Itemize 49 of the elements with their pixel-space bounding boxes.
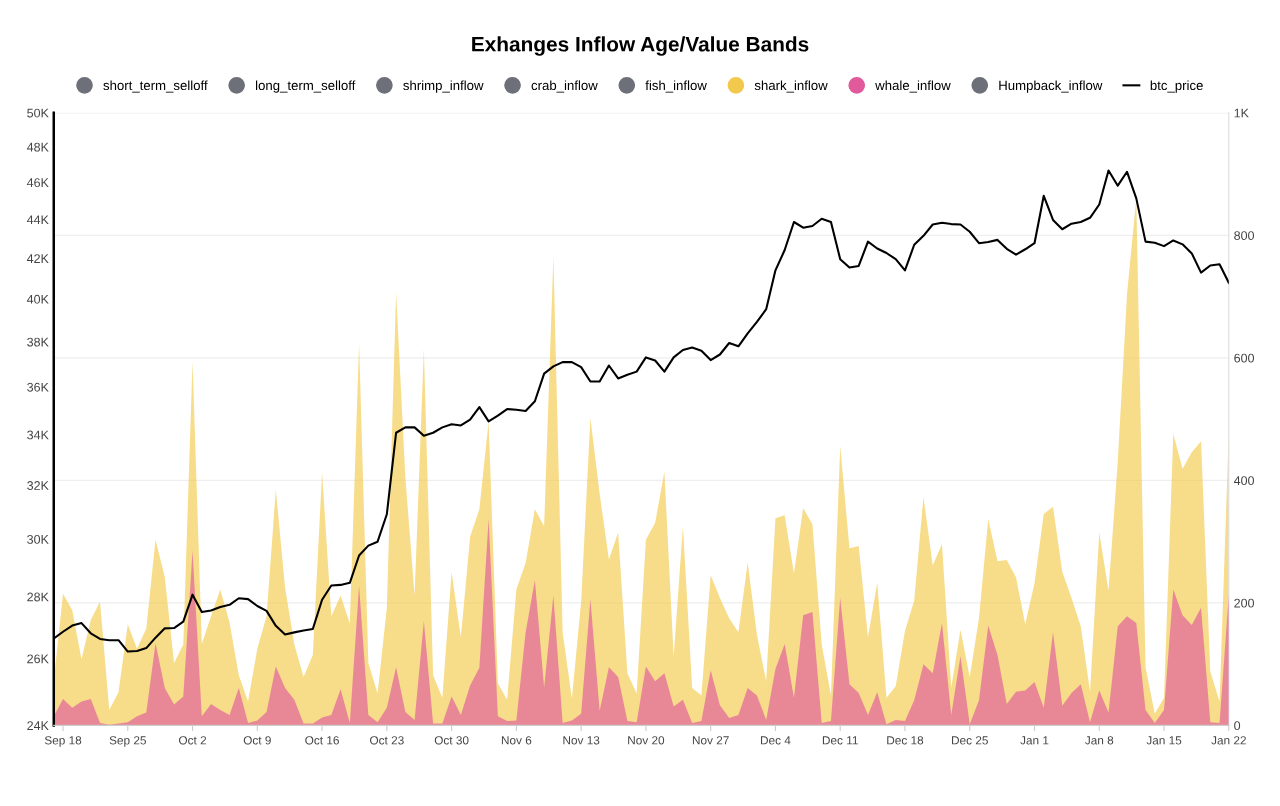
x-tick-label: Sep 25 (109, 736, 146, 747)
x-tick-label: Nov 27 (692, 736, 729, 745)
x-tick-label: Jan 1 (1020, 736, 1049, 745)
legend-label: shark_inflow (754, 80, 828, 93)
y-tick-label: 32K (27, 481, 49, 490)
y2-tick-label: 600 (1234, 353, 1255, 363)
legend-label: short_term_selloff (103, 80, 208, 93)
y-tick-label: 42K (26, 254, 49, 263)
x-tick-label: Jan 8 (1085, 736, 1114, 745)
legend-label: fish_inflow (645, 80, 707, 93)
x-tick-label: Sep 18 (44, 736, 82, 747)
y2-tick-label: 1K (1234, 108, 1249, 118)
legend-label: long_term_selloff (256, 80, 356, 93)
x-tick-label: Nov 6 (501, 736, 532, 745)
chart-title: Exhanges Inflow Age/Value Bands (472, 36, 809, 56)
y-tick-label: 26K (27, 654, 49, 664)
y-tick-label: 34K (27, 430, 49, 440)
y-tick-label: 24K (27, 721, 49, 730)
x-tick-label: Jan 22 (1211, 736, 1246, 745)
y-tick-label: 44K (26, 215, 49, 225)
y2-tick-label: 0 (1234, 721, 1241, 731)
x-tick-label: Dec 11 (822, 736, 858, 745)
x-tick-label: Dec 4 (760, 736, 791, 745)
legend-label: crab_inflow (531, 80, 598, 93)
y-tick-label: 38K (27, 337, 49, 347)
y-tick-label: 48K (26, 142, 49, 152)
legend-label: Humpback_inflow (999, 80, 1103, 93)
legend-label: btc_price (1150, 80, 1203, 93)
y2-tick-label: 800 (1234, 231, 1255, 240)
y-tick-label: 30K (27, 534, 49, 544)
x-tick-label: Nov 20 (628, 736, 665, 745)
y2-tick-label: 200 (1234, 598, 1255, 608)
y-tick-label: 46K (26, 178, 49, 188)
legend-label: shrimp_inflow (403, 80, 484, 93)
x-tick-label: Oct 2 (179, 736, 207, 745)
x-tick-label: Oct 16 (305, 736, 339, 745)
legend-label: whale_inflow (875, 80, 951, 93)
y-tick-label: 36K (27, 382, 49, 392)
x-tick-label: Dec 25 (952, 736, 988, 745)
x-tick-label: Dec 18 (887, 736, 924, 745)
y-tick-label: 28K (27, 592, 49, 602)
y-tick-label: 50K (27, 108, 49, 118)
y-tick-label: 40K (26, 294, 49, 304)
x-tick-label: Jan 15 (1146, 736, 1182, 745)
y2-tick-label: 400 (1233, 476, 1255, 486)
x-tick-label: Oct 30 (434, 736, 469, 745)
x-tick-label: Oct 9 (243, 736, 271, 745)
x-tick-label: Oct 23 (370, 736, 404, 745)
x-tick-label: Nov 13 (563, 736, 600, 745)
